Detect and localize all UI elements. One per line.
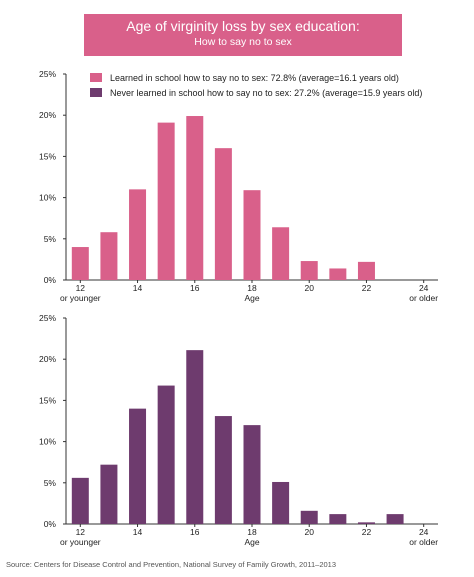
y-tick-label-20pct: 20% bbox=[39, 354, 56, 364]
source-note: Source: Centers for Disease Control and … bbox=[6, 560, 337, 569]
x-axis-label: Age bbox=[244, 293, 259, 303]
x-tick-label-20: 20 bbox=[304, 283, 314, 293]
bar-never-learned-3 bbox=[157, 385, 175, 524]
x-tick-sublabel-24: or older bbox=[409, 293, 438, 303]
x-axis-label: Age bbox=[244, 537, 259, 547]
y-tick-label-10pct: 10% bbox=[39, 193, 56, 203]
y-tick-label-5pct: 5% bbox=[44, 478, 57, 488]
x-tick-label-18: 18 bbox=[247, 283, 257, 293]
bar-learned-0 bbox=[71, 247, 89, 280]
y-tick-label-15pct: 15% bbox=[39, 395, 56, 405]
bar-learned-2 bbox=[129, 189, 147, 280]
legend-swatch-learned bbox=[90, 73, 102, 82]
x-tick-label-16: 16 bbox=[190, 283, 200, 293]
bar-never-learned-7 bbox=[272, 481, 290, 524]
x-tick-sublabel-24: or older bbox=[409, 537, 438, 547]
x-tick-sublabel-12: or younger bbox=[60, 293, 101, 303]
legend: Learned in school how to say no to sex: … bbox=[90, 73, 422, 98]
legend-label-never-learned: Never learned in school how to say no to… bbox=[110, 88, 422, 98]
x-tick-label-20: 20 bbox=[304, 527, 314, 537]
x-tick-label-16: 16 bbox=[190, 527, 200, 537]
x-tick-label-12: 12 bbox=[76, 283, 86, 293]
x-tick-label-24: 24 bbox=[419, 527, 429, 537]
bar-never-learned-0 bbox=[71, 477, 89, 524]
bar-never-learned-2 bbox=[129, 408, 147, 524]
x-tick-label-14: 14 bbox=[133, 527, 143, 537]
y-tick-label-25pct: 25% bbox=[39, 313, 56, 323]
bar-never-learned-5 bbox=[214, 416, 232, 524]
y-tick-label-10pct: 10% bbox=[39, 437, 56, 447]
y-tick-label-0pct: 0% bbox=[44, 275, 57, 285]
y-tick-label-25pct: 25% bbox=[39, 69, 56, 79]
bar-learned-1 bbox=[100, 232, 118, 280]
bar-never-learned-1 bbox=[100, 464, 118, 524]
legend-swatch-never-learned bbox=[90, 88, 102, 97]
bar-learned-10 bbox=[357, 261, 375, 280]
bar-learned-4 bbox=[186, 116, 204, 280]
x-tick-label-12: 12 bbox=[76, 527, 86, 537]
x-tick-label-14: 14 bbox=[133, 283, 143, 293]
bar-never-learned-10 bbox=[357, 522, 375, 524]
bar-learned-9 bbox=[329, 268, 347, 280]
y-tick-label-20pct: 20% bbox=[39, 110, 56, 120]
chart-title: Age of virginity loss by sex education: bbox=[126, 18, 360, 34]
x-tick-label-18: 18 bbox=[247, 527, 257, 537]
y-tick-label-15pct: 15% bbox=[39, 151, 56, 161]
bar-learned-7 bbox=[272, 227, 290, 280]
bar-learned-3 bbox=[157, 122, 175, 280]
bar-never-learned-11 bbox=[386, 514, 404, 524]
bar-learned-5 bbox=[214, 148, 232, 280]
bar-never-learned-9 bbox=[329, 514, 347, 524]
bar-never-learned-8 bbox=[300, 510, 318, 524]
title-banner: Age of virginity loss by sex education: … bbox=[84, 14, 402, 56]
bar-never-learned-6 bbox=[243, 425, 261, 524]
y-tick-label-5pct: 5% bbox=[44, 234, 57, 244]
bar-learned-6 bbox=[243, 190, 261, 280]
chart-subtitle: How to say no to sex bbox=[194, 36, 292, 48]
x-tick-label-22: 22 bbox=[362, 283, 372, 293]
y-tick-label-0pct: 0% bbox=[44, 519, 57, 529]
x-tick-label-22: 22 bbox=[362, 527, 372, 537]
bar-learned-8 bbox=[300, 261, 318, 280]
bar-never-learned-4 bbox=[186, 350, 204, 524]
x-tick-label-24: 24 bbox=[419, 283, 429, 293]
x-tick-sublabel-12: or younger bbox=[60, 537, 101, 547]
legend-label-learned: Learned in school how to say no to sex: … bbox=[110, 73, 399, 83]
